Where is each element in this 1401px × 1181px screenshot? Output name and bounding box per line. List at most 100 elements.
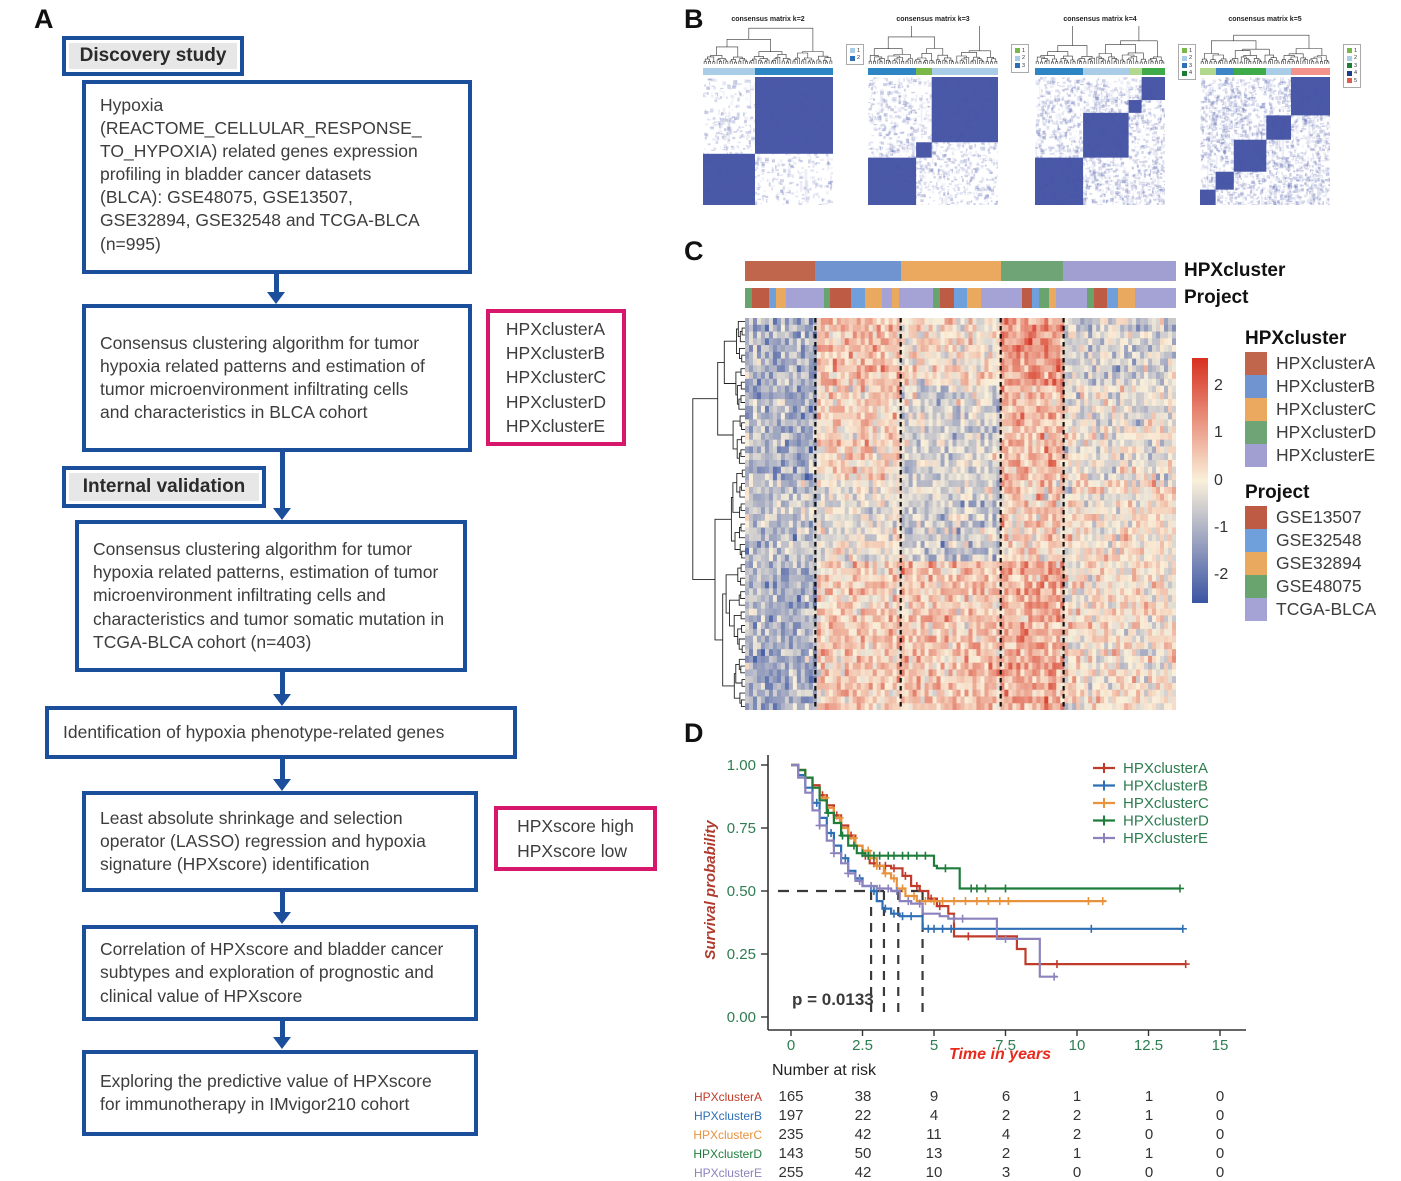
consensus-matrix-k4-legend-item: 3 — [1182, 62, 1192, 70]
hpxcluster-legend-title: HPXcluster — [1245, 328, 1347, 349]
legend-swatch-GSE32894 — [1245, 552, 1267, 575]
risk-value: 0 — [1215, 1088, 1225, 1105]
flow-arrow-5-head — [273, 912, 291, 924]
legend-label-HPXclusterE: HPXclusterE — [1276, 445, 1376, 465]
risk-value: 0 — [1215, 1107, 1225, 1124]
project-bar-seg — [939, 288, 954, 308]
risk-row-label-HPXclusterA: HPXclusterA — [693, 1090, 762, 1104]
output-box-hpxscore: HPXscore high HPXscore low — [494, 806, 657, 871]
consensus-matrix-k5-legend-label: 4 — [1354, 70, 1358, 77]
flow-box-correlation: Correlation of HPXscore and bladder canc… — [82, 925, 478, 1021]
svg-text:0.25: 0.25 — [727, 946, 756, 963]
consensus-matrix-k5-legend-label: 1 — [1354, 47, 1358, 54]
project-bar-seg — [953, 288, 968, 308]
risk-value: 0 — [1215, 1126, 1225, 1143]
panel-a-label: A — [34, 4, 54, 34]
svg-text:5: 5 — [930, 1037, 938, 1054]
output-box-hpxclusters: HPXclusterA HPXclusterB HPXclusterC HPXc… — [486, 309, 626, 446]
consensus-matrix-k2-class-seg — [703, 68, 755, 75]
hpxcluster-bar-seg-HPXclusterA — [745, 261, 816, 281]
panel-b-label: B — [684, 4, 704, 34]
legend-swatch-GSE32548 — [1245, 529, 1267, 552]
legend-label-GSE13507: GSE13507 — [1276, 507, 1362, 527]
project-annotation-bar — [745, 288, 1176, 308]
consensus-matrix-k5-legend-label: 5 — [1354, 77, 1358, 84]
risk-row-label-HPXclusterE: HPXclusterE — [693, 1166, 762, 1180]
flow-box-discovery-input: Hypoxia (REACTOME_CELLULAR_RESPONSE_ TO_… — [82, 80, 472, 274]
km-y-axis-label: Survival probability — [702, 820, 719, 960]
consensus-matrix-k4-legend-swatch — [1182, 55, 1187, 61]
consensus-matrix-k3-dendrogram — [868, 26, 998, 64]
consensus-k4-title: consensus matrix k=4 — [1063, 16, 1137, 23]
flow-arrow-1-head — [267, 292, 285, 304]
project-bar-seg — [850, 288, 865, 308]
project-bar-seg — [864, 288, 882, 308]
risk-value: 143 — [778, 1145, 804, 1162]
legend-swatch-HPXclusterD — [1245, 421, 1267, 444]
consensus-matrix-k3-class-seg — [916, 68, 932, 75]
consensus-matrix-k5-legend-swatch — [1347, 78, 1352, 84]
consensus-matrix-k5-class-seg — [1266, 68, 1291, 75]
project-bar-seg — [1021, 288, 1033, 308]
flow-arrow-1-stem — [274, 272, 279, 294]
flow-arrow-2-stem — [280, 450, 285, 510]
flow-arrow-2-head — [273, 508, 291, 520]
stage-discovery-text: Discovery study — [79, 45, 227, 66]
consensus-matrix-k4-legend-swatch — [1182, 63, 1187, 69]
colorbar-tick: -1 — [1214, 519, 1229, 536]
stage-label-internal-validation: Internal validation — [62, 466, 266, 508]
project-bar-seg — [1093, 288, 1108, 308]
risk-value: 3 — [1001, 1164, 1011, 1181]
risk-value: 38 — [854, 1088, 872, 1105]
consensus-matrix-k4-legend-swatch — [1182, 48, 1187, 54]
svg-text:0.50: 0.50 — [727, 883, 756, 900]
project-bar-label: Project — [1184, 287, 1249, 308]
flow-box-immunotherapy-text: Exploring the predictive value of HPXsco… — [100, 1070, 432, 1114]
flow-box-immunotherapy: Exploring the predictive value of HPXsco… — [82, 1050, 478, 1136]
hpxcluster-bar-seg-HPXclusterC — [900, 261, 1001, 281]
flow-arrow-3-stem — [280, 670, 285, 696]
consensus-matrix-k3-legend-item: 3 — [1015, 62, 1025, 70]
hpxcluster-bar-seg-HPXclusterE — [1063, 261, 1176, 281]
project-bar-seg — [933, 288, 940, 308]
stage-label-discovery-study: Discovery study — [62, 36, 244, 76]
flow-box-discovery-input-text: Hypoxia (REACTOME_CELLULAR_RESPONSE_ TO_… — [100, 95, 422, 254]
legend-swatch-GSE48075 — [1245, 575, 1267, 598]
svg-text:HPXclusterA: HPXclusterA — [1123, 760, 1208, 777]
consensus-matrix-k4-legend-item: 2 — [1182, 55, 1192, 63]
legend-swatch-TCGA-BLCA — [1245, 598, 1267, 621]
consensus-matrix-k3-class-seg — [931, 68, 998, 75]
consensus-matrix-k4-legend-label: 2 — [1189, 55, 1193, 62]
project-bar-seg — [1056, 288, 1087, 308]
risk-value: 9 — [929, 1088, 939, 1105]
flow-box-consensus-tcga-text: Consensus clustering algorithm for tumor… — [93, 539, 445, 652]
legend-swatch-HPXclusterB — [1245, 375, 1267, 398]
flow-arrow-5-stem — [280, 890, 285, 914]
risk-row-label-HPXclusterC: HPXclusterC — [693, 1128, 762, 1142]
heatmap-colorbar — [1192, 358, 1208, 603]
risk-value: 11 — [926, 1126, 942, 1143]
consensus-matrix-k3-class-seg — [868, 68, 917, 75]
project-bar-seg — [891, 288, 899, 308]
consensus-matrix-k2-legend-swatch — [850, 48, 855, 54]
legend-label-HPXclusterB: HPXclusterB — [1276, 376, 1376, 396]
consensus-matrix-k3-legend-label: 1 — [1022, 47, 1026, 54]
project-bar-seg — [830, 288, 851, 308]
legend-label-HPXclusterD: HPXclusterD — [1276, 422, 1377, 442]
svg-text:2.5: 2.5 — [852, 1037, 873, 1054]
consensus-matrix-k4 — [1035, 77, 1165, 205]
risk-value: 235 — [778, 1126, 804, 1143]
project-bar-seg — [768, 288, 776, 308]
legend-label-HPXclusterC: HPXclusterC — [1276, 399, 1377, 419]
consensus-matrix-k5-legend-item: 1 — [1347, 47, 1357, 55]
risk-value: 255 — [778, 1164, 804, 1181]
panel-d-label: D — [684, 718, 704, 748]
consensus-matrix-k4-dendrogram — [1035, 26, 1165, 64]
consensus-matrix-k5-class-bar — [1200, 68, 1330, 75]
risk-value: 6 — [1001, 1088, 1011, 1105]
project-bar-seg — [1086, 288, 1094, 308]
risk-value: 22 — [854, 1107, 872, 1124]
consensus-matrix-k4-class-seg — [1128, 68, 1142, 75]
risk-value: 10 — [925, 1164, 943, 1181]
